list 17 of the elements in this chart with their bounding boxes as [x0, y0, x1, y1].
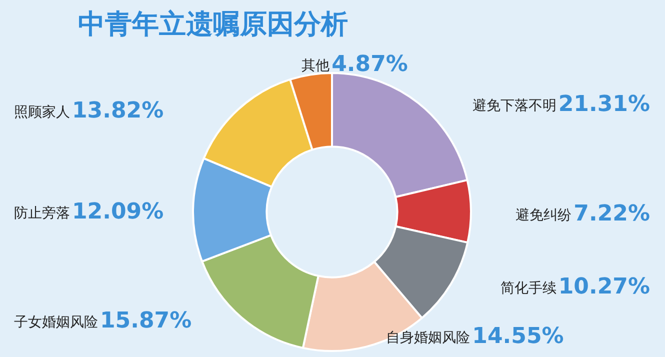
- slice-label: 简化手续: [500, 280, 556, 297]
- chart-title: 中青年立遗嘱原因分析: [78, 8, 348, 42]
- data-label: 7.22%: [574, 201, 650, 226]
- data-label: 12.09%: [72, 200, 164, 225]
- slice-label: 自身婚姻风险: [386, 330, 470, 346]
- data-label: 14.55%: [472, 324, 564, 349]
- data-label: 4.87%: [332, 52, 408, 77]
- slice-label: 防止旁落: [14, 206, 70, 222]
- data-label: 10.27%: [558, 274, 650, 300]
- slice-label: 避免纠纷: [516, 207, 572, 224]
- slice-label: 照顾家人: [14, 104, 70, 121]
- data-label: 13.82%: [72, 98, 164, 124]
- slice-label: 避免下落不明: [472, 98, 556, 114]
- data-label: 15.87%: [100, 308, 192, 334]
- slice-label: 子女婚姻风险: [14, 314, 98, 330]
- data-label: 21.31%: [558, 92, 650, 118]
- slice-label: 其他: [302, 58, 330, 74]
